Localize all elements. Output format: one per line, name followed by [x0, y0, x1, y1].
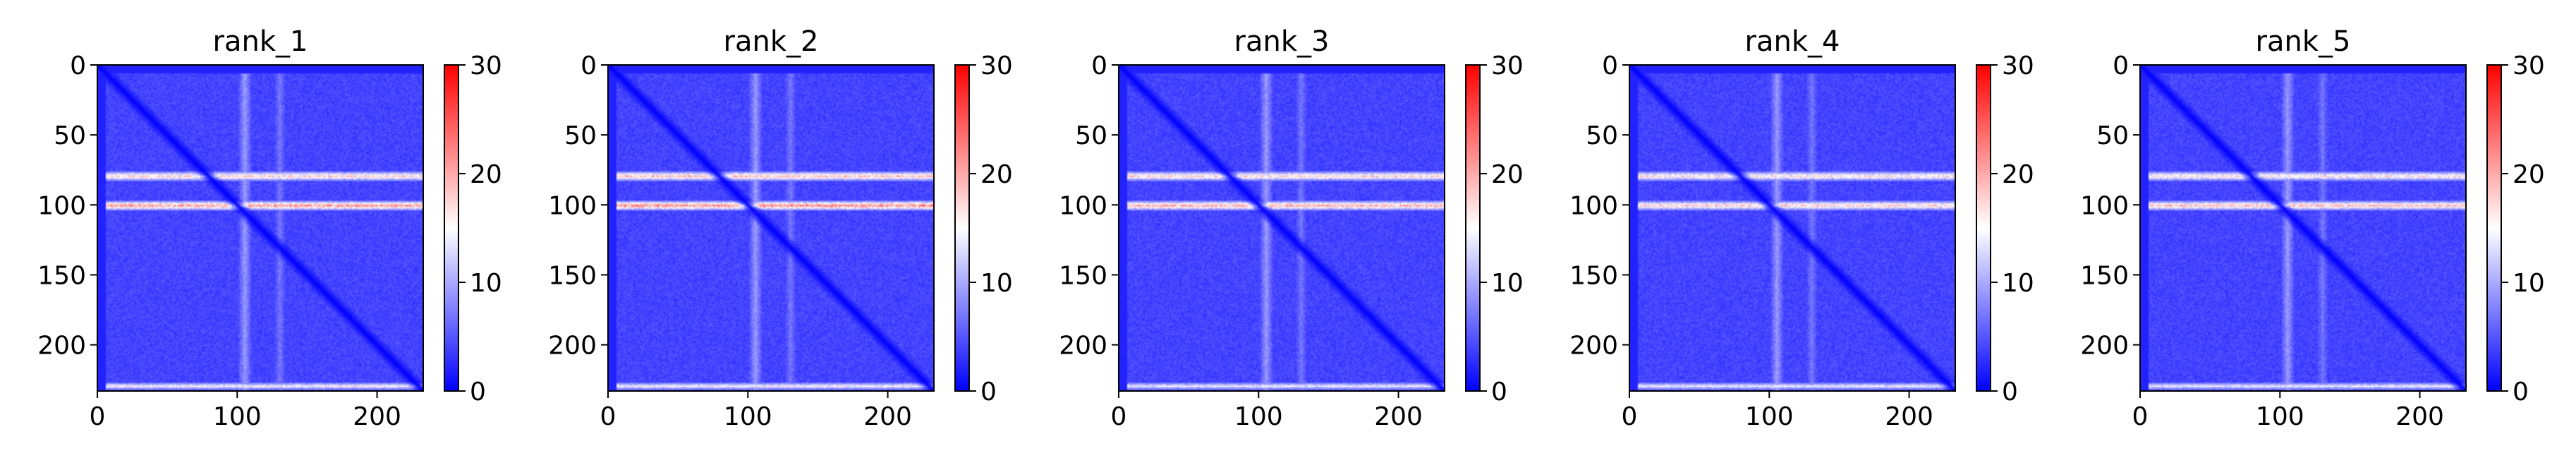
heatmap-axes-frame [607, 64, 935, 392]
x-tick-label: 200 [353, 402, 401, 431]
y-tick-label: 50 [1075, 121, 1107, 150]
heatmap-image [97, 65, 423, 391]
y-tick-label: 150 [37, 261, 86, 290]
colorbar-tick-label: 0 [1491, 378, 1507, 407]
heatmap-image [608, 65, 934, 391]
chart-title: rank_1 [213, 25, 308, 58]
x-tick-label: 100 [2256, 402, 2304, 431]
heatmap-panel-4: rank_4 0 100 200 0 50 100 150 200 0 10 20 30 [1569, 25, 2034, 431]
y-tick-label: 0 [1602, 52, 1618, 80]
y-tick-label: 0 [2113, 52, 2129, 80]
x-tick-label: 200 [1885, 402, 1933, 431]
colorbar [2486, 64, 2502, 392]
colorbar-tick-label: 20 [2002, 160, 2034, 189]
y-tick-label: 0 [70, 52, 86, 80]
y-tick-label: 200 [37, 332, 86, 361]
heatmap-panel-2: rank_2 0 100 200 0 50 100 150 200 0 10 20 30 [548, 25, 1013, 431]
x-tick-label: 0 [1111, 402, 1127, 431]
y-tick-label: 50 [1586, 121, 1618, 150]
y-tick-label: 0 [581, 52, 597, 80]
colorbar-tick-label: 30 [1491, 52, 1524, 80]
colorbar-tick-label: 10 [2002, 269, 2034, 298]
y-tick-label: 100 [37, 191, 86, 220]
y-tick-label: 50 [564, 121, 597, 150]
heatmap-axes-frame [1629, 64, 1956, 392]
y-tick-label: 150 [1059, 261, 1107, 290]
heatmap-panel-1: rank_1 0 100 200 0 50 100 150 200 0 10 20 30 [37, 25, 502, 431]
colorbar [1976, 64, 1991, 392]
heatmap-panel-3: rank_3 0 100 200 0 50 100 150 200 0 10 20 30 [1059, 25, 1524, 431]
heatmap-axes-frame [97, 64, 424, 392]
colorbar-tick-label: 20 [2513, 160, 2545, 189]
colorbar-tick-label: 0 [2002, 378, 2018, 407]
chart-title: rank_3 [1234, 25, 1330, 58]
y-tick-label: 200 [548, 332, 597, 361]
x-tick-label: 0 [90, 402, 106, 431]
x-tick-label: 100 [1234, 402, 1283, 431]
x-tick-label: 100 [213, 402, 262, 431]
heatmap-axes-frame [1118, 64, 1445, 392]
y-tick-label: 200 [2080, 332, 2129, 361]
y-tick-label: 200 [1569, 332, 1618, 361]
colorbar-tick-label: 20 [1491, 160, 1524, 189]
x-tick-label: 200 [1374, 402, 1423, 431]
colorbar-tick-label: 30 [470, 52, 502, 80]
colorbar-tick-label: 10 [1491, 269, 1524, 298]
heatmap-panel-5: rank_5 0 100 200 0 50 100 150 200 0 10 20 30 [2080, 25, 2545, 431]
heatmap-image [1119, 65, 1445, 391]
y-tick-label: 100 [2080, 191, 2129, 220]
y-tick-label: 50 [54, 121, 86, 150]
x-tick-label: 100 [724, 402, 772, 431]
y-tick-label: 100 [548, 191, 597, 220]
x-tick-label: 100 [1745, 402, 1794, 431]
y-tick-label: 100 [1569, 191, 1618, 220]
colorbar-tick-label: 10 [980, 269, 1013, 298]
colorbar-tick-label: 30 [2002, 52, 2034, 80]
colorbar [444, 64, 459, 392]
colorbar-tick-label: 20 [980, 160, 1013, 189]
colorbar-tick-label: 30 [2513, 52, 2545, 80]
y-tick-label: 150 [1569, 261, 1618, 290]
colorbar-tick-label: 20 [470, 160, 502, 189]
chart-title: rank_4 [1745, 25, 1840, 58]
colorbar [1465, 64, 1481, 392]
colorbar-tick-label: 0 [980, 378, 997, 407]
colorbar-tick-label: 30 [980, 52, 1013, 80]
x-tick-label: 0 [1622, 402, 1638, 431]
colorbar-tick-label: 10 [470, 269, 502, 298]
x-tick-label: 200 [863, 402, 912, 431]
x-tick-label: 0 [600, 402, 616, 431]
chart-title: rank_5 [2256, 25, 2351, 58]
y-tick-label: 150 [548, 261, 597, 290]
y-tick-label: 150 [2080, 261, 2129, 290]
colorbar [954, 64, 970, 392]
colorbar-tick-label: 0 [2513, 378, 2529, 407]
y-tick-label: 50 [2096, 121, 2129, 150]
colorbar-tick-label: 10 [2513, 269, 2545, 298]
heatmap-image [2140, 65, 2466, 391]
heatmap-axes-frame [2139, 64, 2467, 392]
y-tick-label: 200 [1059, 332, 1107, 361]
heatmap-image [1629, 65, 1955, 391]
chart-title: rank_2 [724, 25, 819, 58]
x-tick-label: 0 [2132, 402, 2149, 431]
x-tick-label: 200 [2395, 402, 2444, 431]
colorbar-tick-label: 0 [470, 378, 486, 407]
y-tick-label: 100 [1059, 191, 1107, 220]
y-tick-label: 0 [1091, 52, 1107, 80]
